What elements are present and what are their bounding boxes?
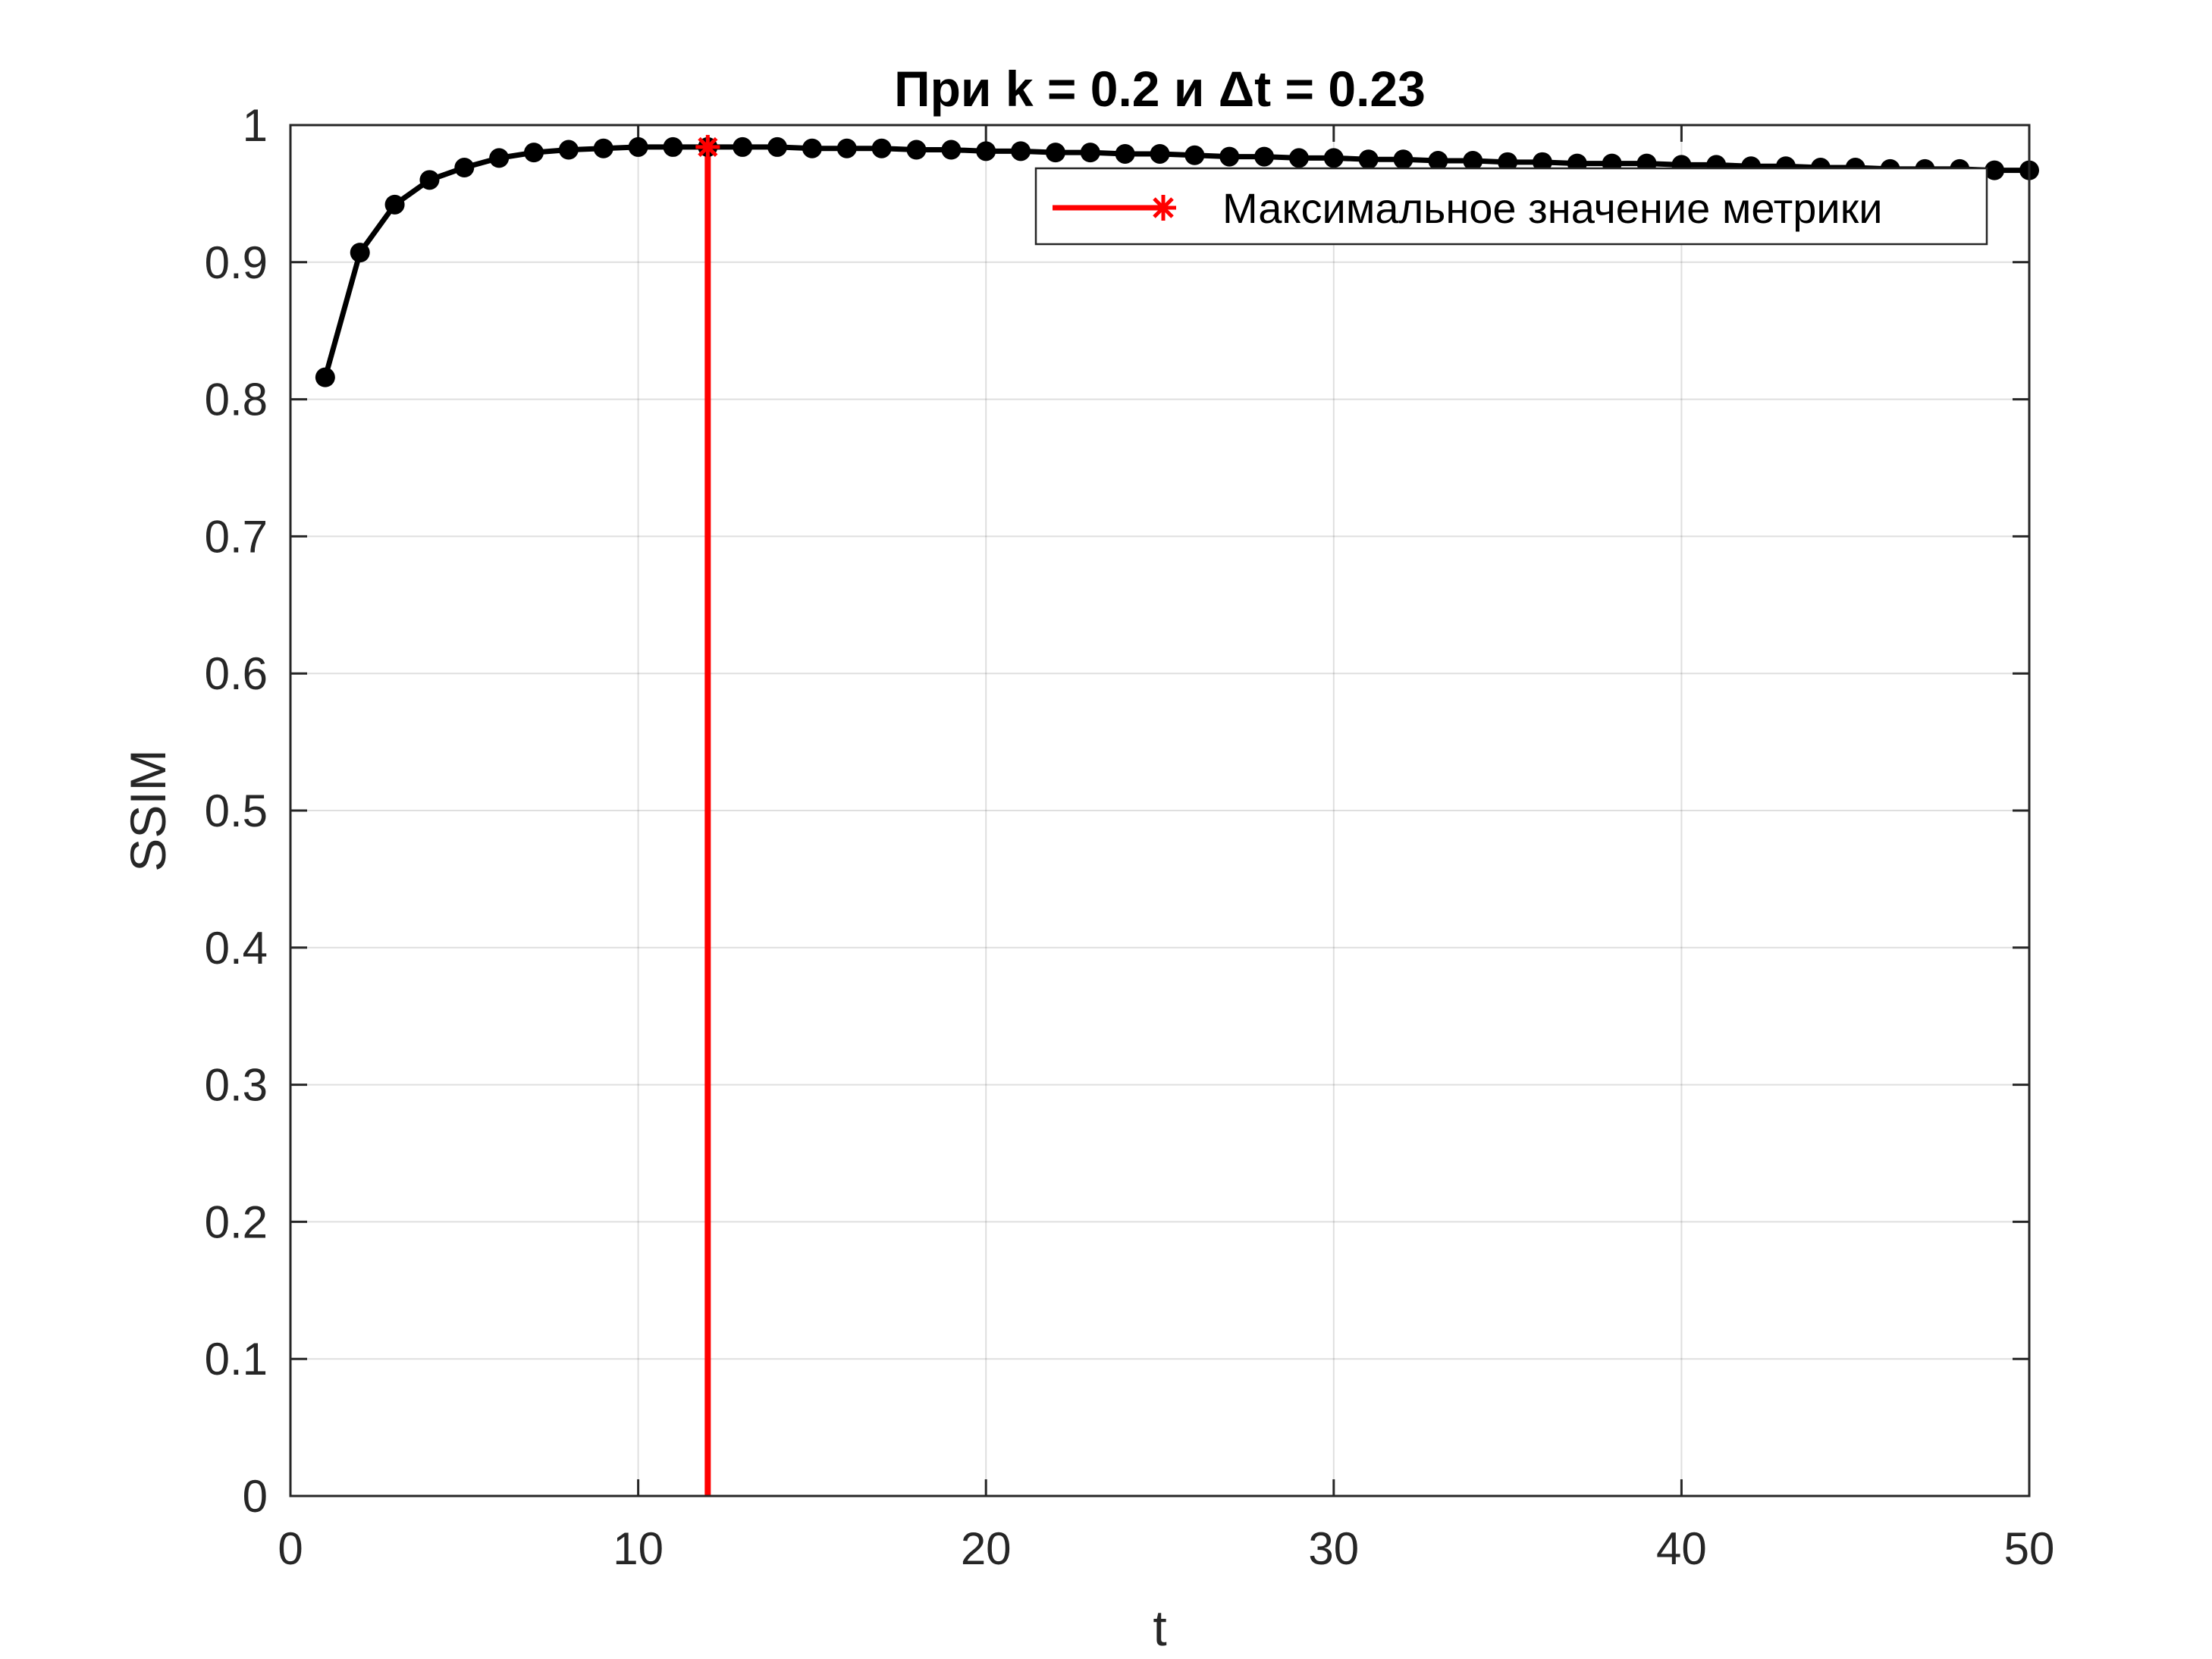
legend: Максимальное значение метрики <box>1034 167 1988 246</box>
ssim-data-point <box>419 170 440 190</box>
y-tick-label: 0.1 <box>205 1334 268 1385</box>
ssim-data-point <box>663 136 683 157</box>
chart-title: При k = 0.2 и Δt = 0.23 <box>894 61 1426 117</box>
legend-asterisk-marker <box>1150 195 1176 221</box>
ssim-data-point <box>1428 151 1448 171</box>
ssim-data-point <box>802 138 822 158</box>
ssim-data-point <box>733 136 753 157</box>
y-tick-label: 0.4 <box>205 923 268 974</box>
ssim-data-point <box>1219 146 1240 167</box>
asterisk-stroke <box>698 136 718 158</box>
max-metric-marker <box>695 134 720 159</box>
y-tick-label: 1 <box>243 100 268 151</box>
x-tick-label: 0 <box>278 1523 303 1574</box>
asterisk-stroke <box>1153 197 1174 218</box>
ssim-data-point <box>1532 152 1552 172</box>
y-tick-label: 0.2 <box>205 1196 268 1247</box>
ssim-data-point <box>1288 148 1309 168</box>
ssim-data-point <box>941 140 962 160</box>
x-tick-label: 50 <box>2004 1523 2055 1574</box>
axes-box <box>289 124 2031 1497</box>
y-tick-label: 0.3 <box>205 1060 268 1111</box>
ssim-data-point <box>1358 149 1379 170</box>
ssim-data-point <box>524 143 544 163</box>
ssim-data-point <box>1393 149 1413 170</box>
label-layer: 0 10 20 30 40 50 0 0.1 0.2 0.3 0.4 0.5 0.6 0.7 0.8 0.9 1 <box>205 100 2055 1574</box>
ssim-data-point <box>767 136 788 157</box>
ssim-data-point <box>1184 145 1205 165</box>
ssim-data-point <box>1498 152 1518 172</box>
ssim-data-point <box>976 141 996 162</box>
ssim-data-point <box>593 138 613 158</box>
x-tick-label: 10 <box>613 1523 664 1574</box>
y-tick-label: 0 <box>243 1471 268 1522</box>
y-tick-label: 0.6 <box>205 648 268 699</box>
ssim-data-point <box>628 136 648 157</box>
legend-box <box>1034 167 1988 246</box>
x-axis-label: t <box>1153 1600 1166 1656</box>
ssim-data-point <box>1985 160 2005 180</box>
ssim-data-point <box>1463 151 1483 171</box>
ssim-data-point <box>315 367 335 387</box>
ssim-data-point <box>1045 143 1065 163</box>
ssim-data-point <box>384 194 405 215</box>
y-axis-label: SSIM <box>120 749 176 871</box>
ssim-data-point <box>1150 143 1170 164</box>
ssim-data-point <box>906 140 927 160</box>
ssim-data-point <box>489 148 510 168</box>
y-tick-label: 0.5 <box>205 786 268 836</box>
ssim-data-point <box>558 140 579 160</box>
ssim-data-point <box>836 138 857 158</box>
y-tick-label: 0.8 <box>205 375 268 425</box>
ssim-data-point <box>1080 143 1100 163</box>
ssim-data-point <box>454 158 475 178</box>
x-tick-label: 40 <box>1656 1523 1707 1574</box>
ssim-data-point <box>1254 146 1275 167</box>
x-tick-label: 20 <box>961 1523 1012 1574</box>
y-tick-label: 0.7 <box>205 511 268 562</box>
y-tick-label: 0.9 <box>205 237 268 288</box>
legend-asterisk <box>1150 195 1176 221</box>
x-tick-label: 30 <box>1308 1523 1359 1574</box>
legend-entry-label: Максимальное значение метрики <box>1222 184 1883 232</box>
ssim-data-point <box>871 138 892 158</box>
ssim-data-point <box>1115 143 1135 164</box>
ssim-data-point <box>1323 148 1344 168</box>
ssim-data-point <box>350 243 370 263</box>
ssim-data-point <box>1011 141 1031 162</box>
